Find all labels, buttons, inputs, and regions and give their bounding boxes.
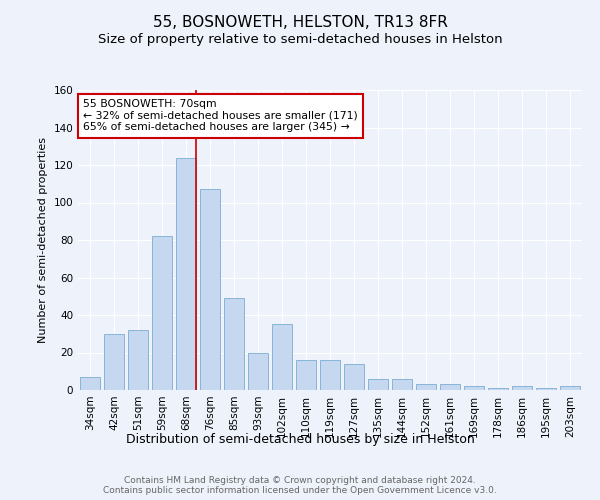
Text: 55 BOSNOWETH: 70sqm
← 32% of semi-detached houses are smaller (171)
65% of semi-: 55 BOSNOWETH: 70sqm ← 32% of semi-detach… bbox=[83, 99, 358, 132]
Bar bbox=[416, 384, 436, 390]
Text: Size of property relative to semi-detached houses in Helston: Size of property relative to semi-detach… bbox=[98, 32, 502, 46]
Bar bbox=[560, 386, 580, 390]
Bar bbox=[392, 379, 412, 390]
Bar bbox=[128, 330, 148, 390]
Bar bbox=[464, 386, 484, 390]
Bar bbox=[224, 298, 244, 390]
Text: Contains HM Land Registry data © Crown copyright and database right 2024.
Contai: Contains HM Land Registry data © Crown c… bbox=[103, 476, 497, 495]
Bar bbox=[320, 360, 340, 390]
Bar bbox=[272, 324, 292, 390]
Text: Distribution of semi-detached houses by size in Helston: Distribution of semi-detached houses by … bbox=[125, 432, 475, 446]
Bar bbox=[104, 334, 124, 390]
Bar bbox=[248, 352, 268, 390]
Bar bbox=[368, 379, 388, 390]
Bar bbox=[536, 388, 556, 390]
Bar bbox=[200, 190, 220, 390]
Bar bbox=[296, 360, 316, 390]
Bar bbox=[176, 158, 196, 390]
Bar bbox=[80, 377, 100, 390]
Text: 55, BOSNOWETH, HELSTON, TR13 8FR: 55, BOSNOWETH, HELSTON, TR13 8FR bbox=[152, 15, 448, 30]
Bar bbox=[440, 384, 460, 390]
Bar bbox=[344, 364, 364, 390]
Y-axis label: Number of semi-detached properties: Number of semi-detached properties bbox=[38, 137, 48, 343]
Bar bbox=[152, 236, 172, 390]
Bar bbox=[512, 386, 532, 390]
Bar bbox=[488, 388, 508, 390]
